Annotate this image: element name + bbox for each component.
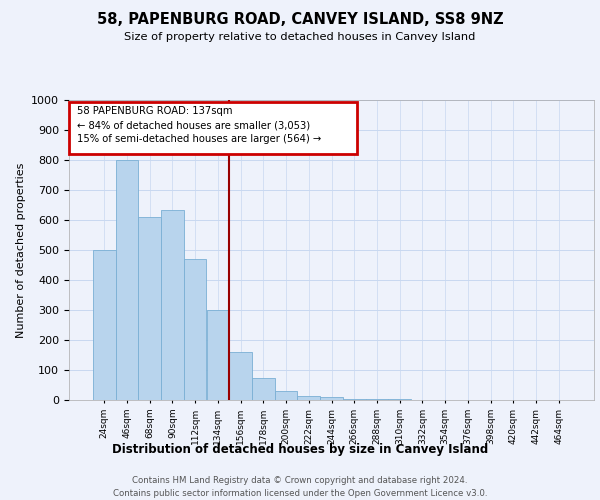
Bar [320,397,343,400]
Text: Size of property relative to detached houses in Canvey Island: Size of property relative to detached ho… [124,32,476,42]
Text: Contains HM Land Registry data © Crown copyright and database right 2024.: Contains HM Land Registry data © Crown c… [132,476,468,485]
Text: 58, PAPENBURG ROAD, CANVEY ISLAND, SS8 9NZ: 58, PAPENBURG ROAD, CANVEY ISLAND, SS8 9… [97,12,503,28]
FancyBboxPatch shape [69,102,356,154]
Bar [298,396,320,400]
Text: Contains public sector information licensed under the Open Government Licence v3: Contains public sector information licen… [113,489,487,498]
Bar [365,399,388,400]
Bar [229,352,252,400]
Y-axis label: Number of detached properties: Number of detached properties [16,162,26,338]
Bar [275,391,298,400]
Bar [93,250,116,400]
Text: Distribution of detached houses by size in Canvey Island: Distribution of detached houses by size … [112,442,488,456]
Bar [161,210,184,400]
Bar [206,310,229,400]
Bar [116,160,139,400]
Bar [252,378,275,400]
Bar [184,259,206,400]
Text: 58 PAPENBURG ROAD: 137sqm
← 84% of detached houses are smaller (3,053)
15% of se: 58 PAPENBURG ROAD: 137sqm ← 84% of detac… [77,106,321,144]
Bar [343,398,365,400]
Bar [139,217,161,400]
